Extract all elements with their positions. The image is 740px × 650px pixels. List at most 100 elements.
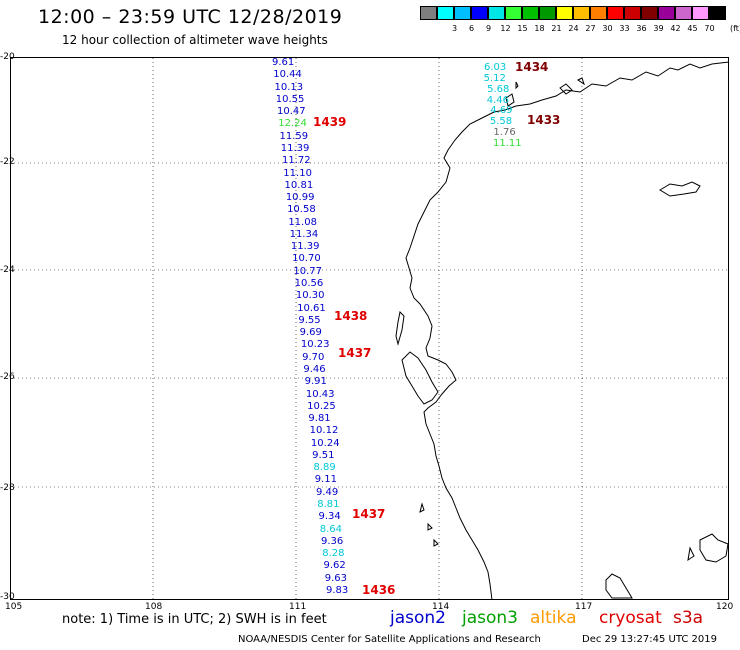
- wave-height-value: 8.81: [317, 499, 340, 511]
- wave-height-value: 10.13: [274, 81, 304, 93]
- wave-height-value: 9.83: [326, 585, 349, 596]
- wave-height-value: 11.34: [289, 228, 319, 240]
- scale-swatch: [573, 6, 590, 20]
- footer-credit: NOAA/NESDIS Center for Satellite Applica…: [238, 634, 541, 645]
- scale-label: 39: [653, 24, 664, 33]
- lon-label: 111: [289, 602, 307, 612]
- pass-number: 1439: [313, 115, 347, 129]
- wave-height-value: 9.91: [304, 376, 327, 388]
- lon-label: 105: [5, 602, 23, 612]
- map-subtitle: 12 hour collection of altimeter wave hei…: [62, 33, 328, 47]
- lon-label: 120: [716, 602, 734, 612]
- wave-height-value: 11.08: [288, 216, 317, 228]
- pass-number: 1433: [527, 113, 561, 127]
- footer-note: note: 1) Time is in UTC; 2) SWH is in fe…: [62, 612, 327, 627]
- pass-number: 1436: [362, 583, 396, 597]
- pass-number: 1437: [352, 507, 386, 521]
- wave-height-value: 8.64: [319, 523, 342, 535]
- scale-swatch: [556, 6, 573, 20]
- scale-label: 12: [500, 24, 511, 33]
- lat-label: -20: [0, 52, 15, 62]
- scale-label: 18: [534, 24, 545, 33]
- pass-number: 1438: [334, 309, 368, 323]
- scale-swatch: [590, 6, 607, 20]
- scale-label: 42: [670, 24, 681, 33]
- scale-label: 6: [468, 24, 475, 33]
- legend-s3a: s3a: [673, 608, 704, 628]
- wave-height-value: 9.36: [320, 535, 344, 547]
- lat-label: -30: [0, 592, 15, 602]
- scale-swatch: [607, 6, 624, 20]
- scale-swatch: [709, 6, 726, 20]
- wave-height-value: 10.25: [307, 400, 336, 412]
- scale-swatch: [420, 6, 437, 20]
- wave-height-value: 10.44: [273, 69, 302, 81]
- wave-height-value: 10.77: [293, 265, 322, 277]
- lat-label: -28: [0, 483, 15, 493]
- wave-height-value: 6.03: [484, 62, 507, 73]
- wave-height-value: 11.72: [282, 155, 311, 167]
- lat-label: -22: [0, 157, 15, 167]
- wave-height-value: 9.69: [299, 327, 322, 339]
- wave-height-value: 11.39: [280, 142, 310, 154]
- scale-label: 9: [485, 24, 492, 33]
- scale-swatch: [505, 6, 522, 20]
- lat-label: -24: [0, 265, 15, 275]
- footer-timestamp: Dec 29 13:27:45 UTC 2019: [582, 634, 717, 645]
- wave-height-value: 10.12: [309, 425, 339, 437]
- scale-label: 36: [636, 24, 647, 33]
- wave-height-value: 4.46: [486, 94, 509, 106]
- legend-cryosat: cryosat: [599, 608, 662, 628]
- wave-height-value: 9.49: [315, 486, 339, 498]
- map-title: 12:00 – 23:59 UTC 12/28/2019: [38, 6, 343, 28]
- scale-swatch: [471, 6, 488, 20]
- wave-height-value: 10.24: [310, 437, 340, 449]
- wave-height-value: 9.55: [298, 314, 321, 326]
- wave-height-value: 10.23: [300, 339, 330, 351]
- wave-height-value: 9.61: [272, 57, 295, 68]
- wave-height-value: 9.81: [308, 413, 331, 425]
- scale-label: 33: [619, 24, 630, 33]
- wave-height-value: 10.70: [292, 253, 321, 265]
- wave-height-value: 5.58: [489, 116, 513, 128]
- scale-label: 45: [687, 24, 698, 33]
- lon-label: 108: [145, 602, 163, 612]
- scale-label: 27: [585, 24, 596, 33]
- scale-label: 70: [704, 24, 715, 33]
- wave-height-value: 8.89: [313, 462, 336, 474]
- wave-height-value: 9.62: [323, 560, 346, 572]
- coastline: [395, 61, 730, 601]
- wave-height-value: 10.56: [294, 278, 324, 290]
- wave-height-value: 10.58: [287, 204, 316, 216]
- legend-altika: altika: [530, 608, 577, 628]
- wave-height-value: 10.47: [277, 106, 306, 118]
- scale-label: 15: [517, 24, 528, 33]
- wave-height-value: 12.24: [278, 118, 307, 130]
- map-frame: [10, 57, 729, 600]
- wave-height-value: 10.43: [305, 388, 335, 400]
- wave-height-value: 9.34: [318, 511, 341, 523]
- wave-height-value: 10.99: [285, 192, 315, 204]
- wave-height-value: 10.30: [295, 290, 325, 302]
- legend-jason2: jason2: [390, 608, 446, 628]
- scale-label: 3: [451, 24, 458, 33]
- wave-height-value: 11.11: [493, 138, 522, 149]
- scale-swatch: [437, 6, 454, 20]
- scale-label: 24: [568, 24, 579, 33]
- lat-label: -26: [0, 372, 15, 382]
- scale-swatch: [522, 6, 539, 20]
- scale-swatch: [454, 6, 471, 20]
- wave-height-value: 11.59: [279, 130, 309, 142]
- lon-label: 117: [575, 602, 593, 612]
- scale-swatch: [641, 6, 658, 20]
- pass-number: 1434: [515, 60, 549, 74]
- wave-height-value: 10.81: [284, 179, 314, 191]
- wave-height-value: 9.63: [324, 572, 347, 584]
- scale-swatch: [539, 6, 556, 20]
- wave-height-value: 5.68: [487, 83, 510, 95]
- wave-height-value: 5.12: [483, 72, 506, 84]
- wave-height-value: 10.55: [275, 93, 305, 105]
- wave-height-value: 11.39: [290, 241, 320, 253]
